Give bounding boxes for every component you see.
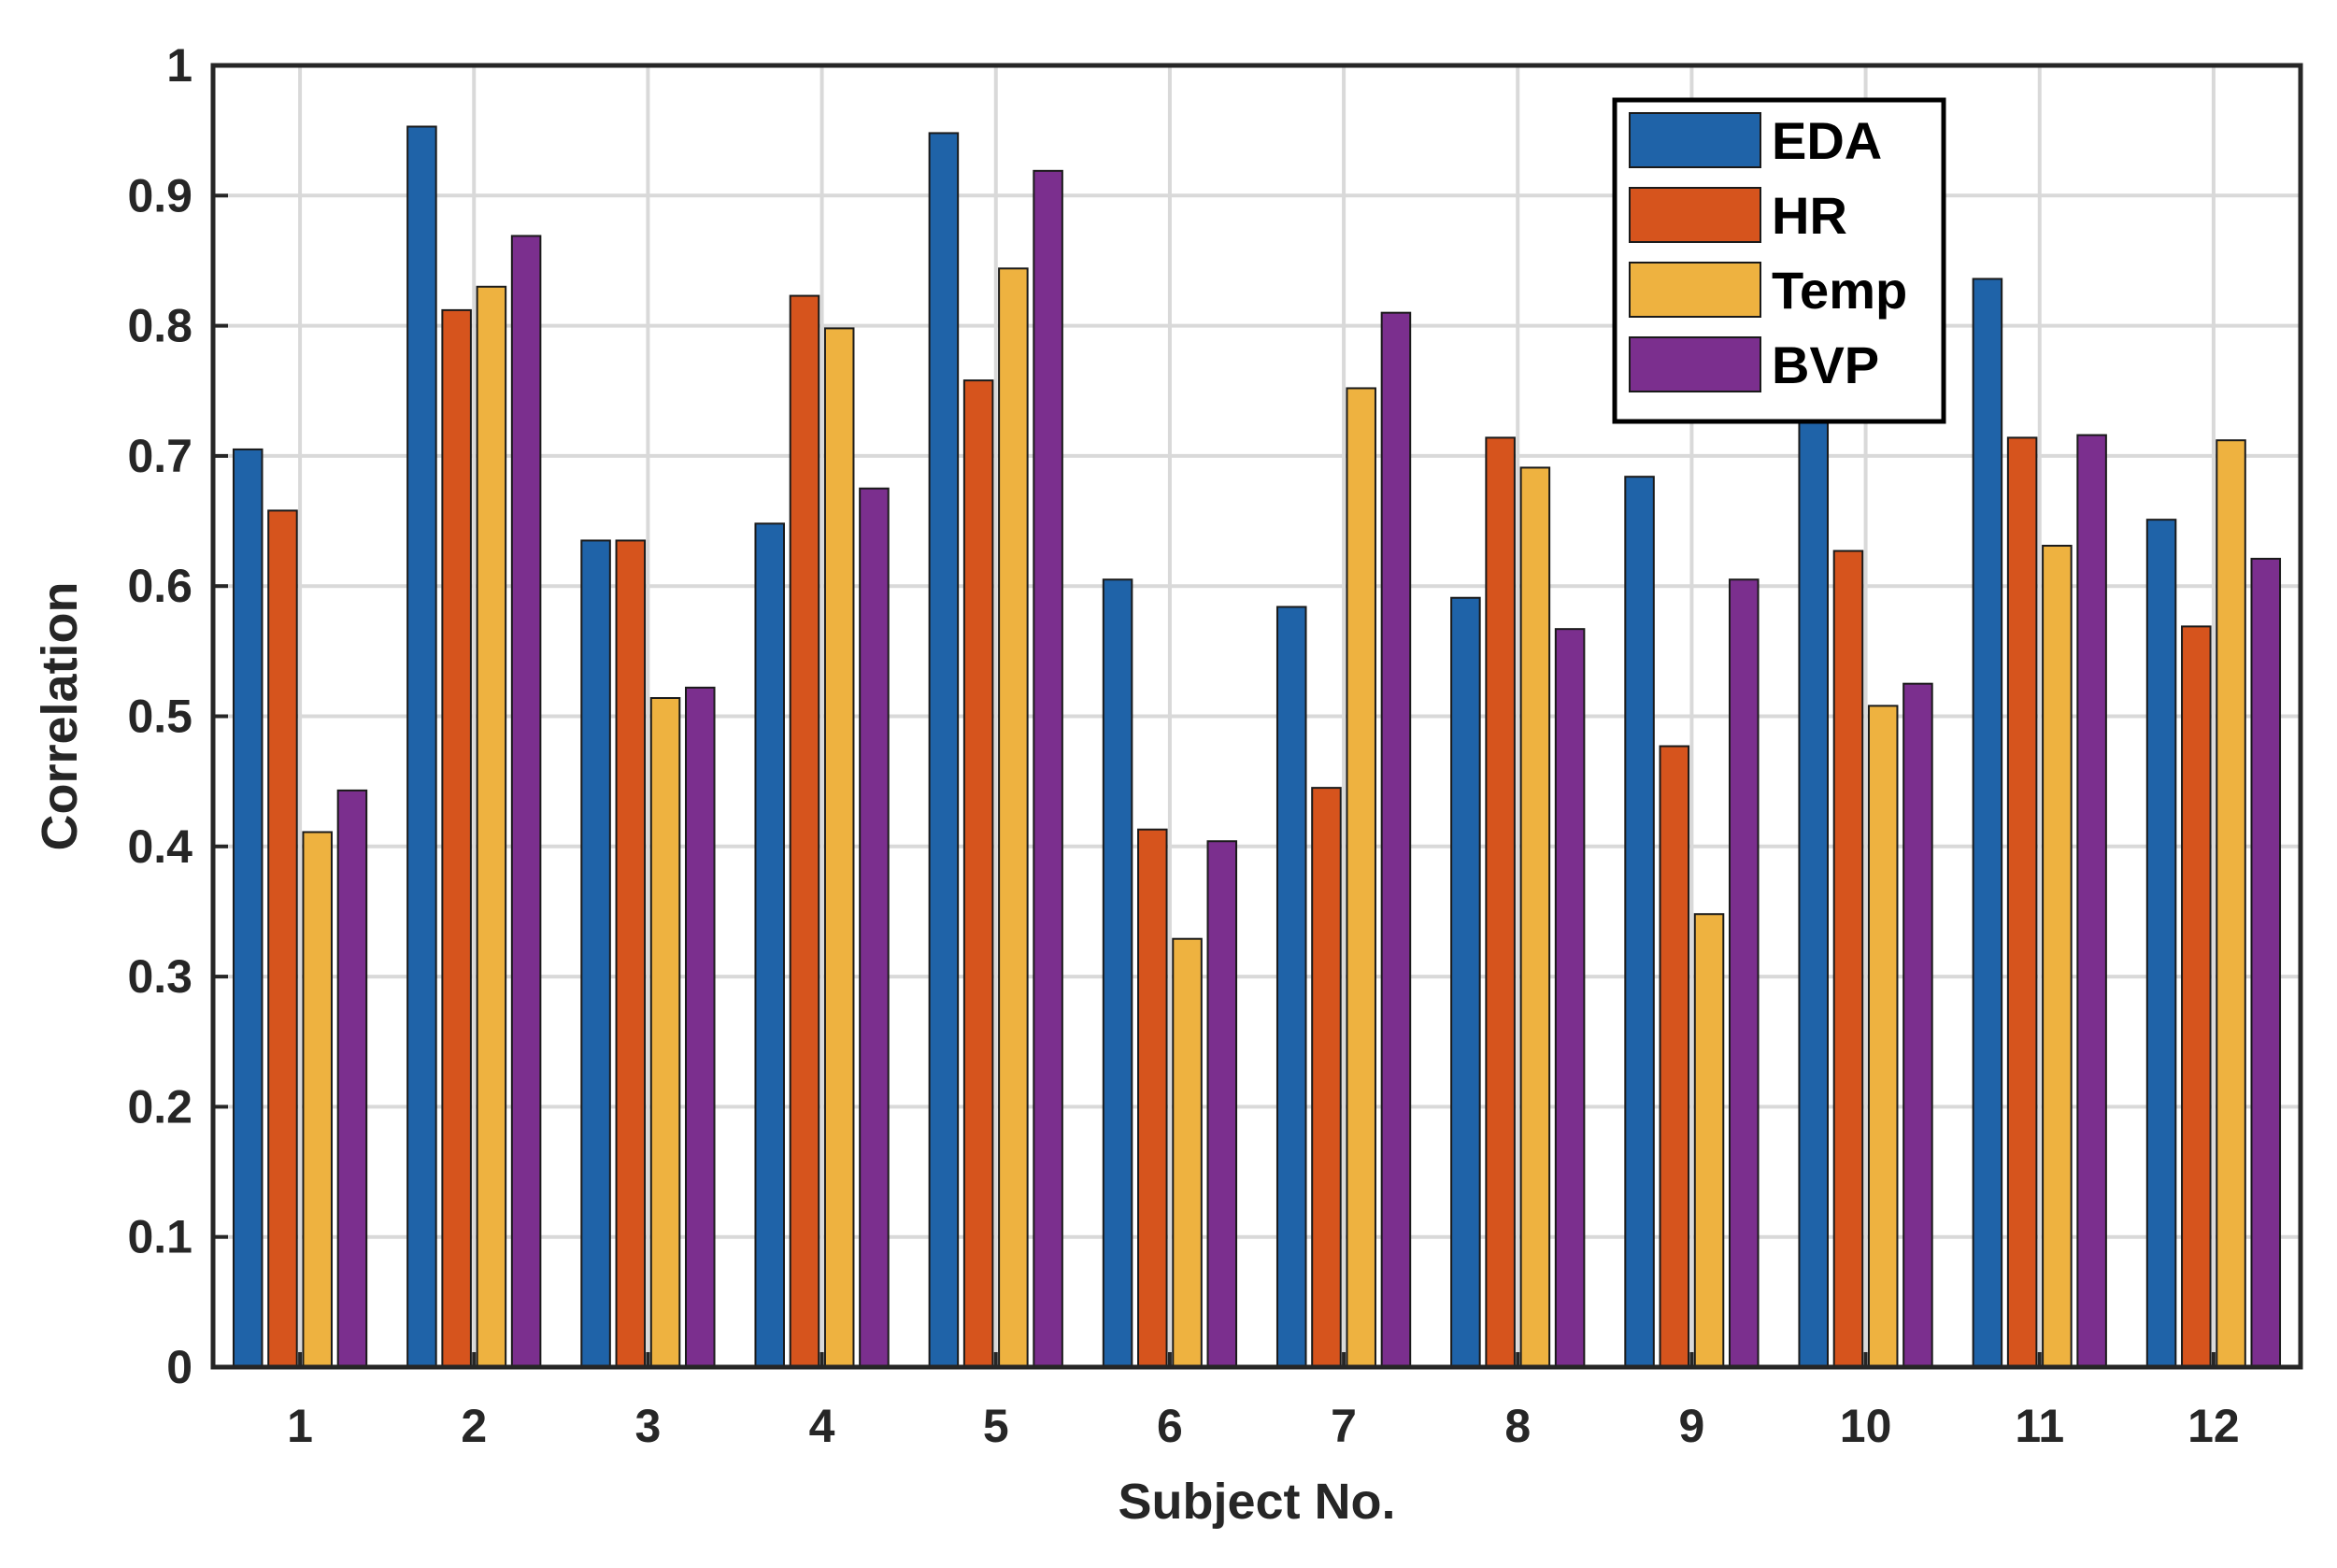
bar-bvp-subject-11 bbox=[2076, 434, 2107, 1368]
x-tick-label: 12 bbox=[2187, 1400, 2240, 1452]
x-tick-label: 9 bbox=[1679, 1400, 1705, 1452]
bar-bvp-subject-12 bbox=[2250, 557, 2282, 1368]
x-tick-label: 1 bbox=[287, 1400, 313, 1452]
bar-temp-subject-2 bbox=[476, 285, 507, 1368]
y-tick-label: 0.3 bbox=[127, 950, 192, 1003]
bar-hr-subject-4 bbox=[789, 294, 820, 1368]
bar-hr-subject-12 bbox=[2181, 625, 2212, 1368]
bar-hr-subject-9 bbox=[1659, 745, 1690, 1368]
legend-swatch-bvp bbox=[1629, 336, 1761, 392]
bar-eda-subject-12 bbox=[2145, 519, 2177, 1368]
x-axis-label: Subject No. bbox=[1118, 1474, 1395, 1530]
bar-bvp-subject-5 bbox=[1033, 169, 1063, 1368]
legend: EDA HR Temp BVP bbox=[1612, 97, 1946, 424]
y-tick-label: 0 bbox=[166, 1341, 192, 1393]
x-tick-label: 3 bbox=[635, 1400, 662, 1452]
y-tick-label: 1 bbox=[166, 39, 192, 92]
y-tick-label: 0.9 bbox=[127, 169, 192, 221]
bar-eda-subject-10 bbox=[1798, 411, 1829, 1368]
bar-eda-subject-8 bbox=[1450, 596, 1481, 1368]
x-tick-label: 4 bbox=[809, 1400, 835, 1452]
y-tick-label: 0.5 bbox=[127, 691, 192, 743]
bar-temp-subject-11 bbox=[2042, 545, 2073, 1368]
bar-temp-subject-8 bbox=[1519, 466, 1551, 1368]
x-tick-label: 11 bbox=[2015, 1400, 2064, 1452]
bar-hr-subject-11 bbox=[2006, 436, 2038, 1368]
y-tick-label: 0.7 bbox=[127, 430, 192, 482]
y-tick-label: 0.2 bbox=[127, 1080, 192, 1133]
x-tick-label: 6 bbox=[1157, 1400, 1183, 1452]
bar-hr-subject-2 bbox=[441, 308, 472, 1368]
bar-eda-subject-11 bbox=[1972, 278, 2003, 1368]
legend-label-temp: Temp bbox=[1772, 261, 1907, 320]
axis-ticks: 00.10.20.30.40.50.60.70.80.911 2 3 4 5 6 7 8 9 10… bbox=[127, 39, 2239, 1452]
bar-hr-subject-6 bbox=[1137, 828, 1168, 1368]
bar-hr-subject-1 bbox=[267, 509, 298, 1368]
x-tick-label: 5 bbox=[983, 1400, 1009, 1452]
bar-eda-subject-4 bbox=[754, 522, 785, 1368]
bar-temp-subject-12 bbox=[2216, 439, 2246, 1368]
bar-temp-subject-1 bbox=[302, 831, 333, 1368]
legend-label-bvp: BVP bbox=[1772, 335, 1879, 394]
bar-bvp-subject-9 bbox=[1729, 578, 1760, 1368]
bar-bvp-subject-3 bbox=[685, 686, 716, 1368]
grid-lines bbox=[213, 65, 2301, 1367]
y-tick-label: 0.4 bbox=[127, 820, 192, 873]
bar-bvp-subject-1 bbox=[336, 789, 368, 1368]
bar-eda-subject-2 bbox=[406, 125, 437, 1369]
bar-temp-subject-10 bbox=[1867, 705, 1899, 1368]
y-tick-label: 0.1 bbox=[127, 1211, 192, 1263]
bar-eda-subject-1 bbox=[232, 448, 264, 1368]
bar-hr-subject-3 bbox=[615, 539, 647, 1368]
bar-hr-subject-7 bbox=[1311, 787, 1342, 1368]
legend-label-eda: EDA bbox=[1772, 111, 1882, 170]
legend-swatch-eda bbox=[1629, 112, 1761, 168]
y-axis-label: Correlation bbox=[32, 581, 88, 850]
bars bbox=[232, 125, 2282, 1369]
legend-label-hr: HR bbox=[1772, 186, 1847, 245]
bar-hr-subject-8 bbox=[1485, 436, 1516, 1368]
bar-bvp-subject-2 bbox=[510, 235, 542, 1368]
bar-temp-subject-7 bbox=[1346, 387, 1376, 1368]
y-tick-label: 0.6 bbox=[127, 560, 192, 612]
x-tick-label: 7 bbox=[1331, 1400, 1357, 1452]
bar-temp-subject-5 bbox=[998, 267, 1029, 1369]
bar-eda-subject-6 bbox=[1102, 578, 1133, 1368]
x-tick-label: 8 bbox=[1504, 1400, 1531, 1452]
legend-swatch-hr bbox=[1629, 187, 1761, 243]
bar-temp-subject-4 bbox=[823, 327, 855, 1368]
bar-temp-subject-3 bbox=[649, 696, 681, 1368]
bar-hr-subject-10 bbox=[1832, 549, 1864, 1368]
x-tick-label: 10 bbox=[1840, 1400, 1892, 1452]
y-tick-label: 0.8 bbox=[127, 300, 192, 352]
bar-bvp-subject-4 bbox=[859, 487, 890, 1368]
bar-eda-subject-9 bbox=[1624, 476, 1655, 1368]
bar-temp-subject-9 bbox=[1693, 913, 1725, 1369]
bar-bvp-subject-10 bbox=[1902, 682, 1933, 1368]
bar-eda-subject-5 bbox=[928, 132, 960, 1368]
bar-bvp-subject-7 bbox=[1380, 311, 1412, 1368]
bar-eda-subject-7 bbox=[1275, 606, 1307, 1368]
x-tick-label: 2 bbox=[461, 1400, 487, 1452]
bar-bvp-subject-6 bbox=[1206, 840, 1238, 1368]
legend-swatch-temp bbox=[1629, 262, 1761, 318]
bar-hr-subject-5 bbox=[962, 379, 994, 1369]
bar-temp-subject-6 bbox=[1172, 937, 1203, 1368]
bar-bvp-subject-8 bbox=[1554, 628, 1586, 1368]
bar-eda-subject-3 bbox=[580, 539, 611, 1368]
